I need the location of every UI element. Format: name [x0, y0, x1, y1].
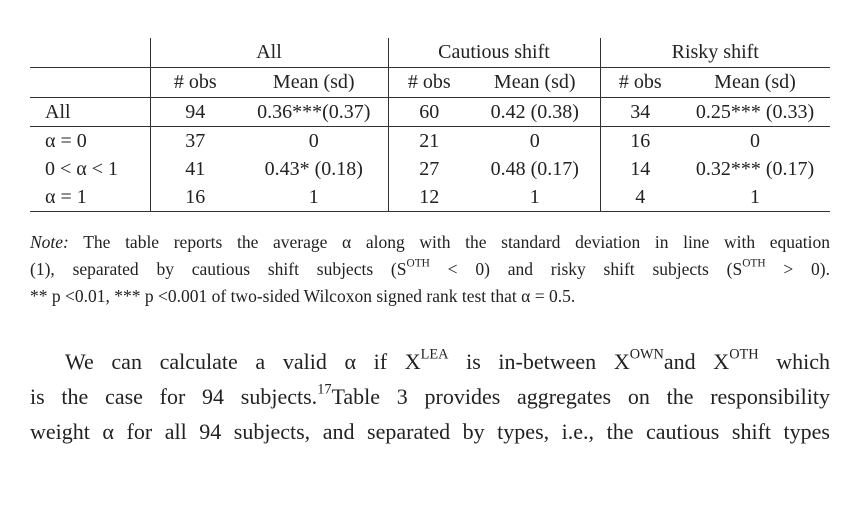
text-line: We can calculate a valid α if XLEA is in…	[30, 344, 830, 379]
column-header: # obs	[599, 67, 680, 98]
table-cell: 0	[529, 129, 540, 152]
table-cell: 0.43* (0.18)	[264, 157, 363, 180]
superscript: OTH	[406, 257, 430, 270]
table-cell: 1	[240, 183, 388, 212]
table-cell: 12	[387, 183, 470, 212]
table-cell: 94	[149, 97, 240, 127]
note-label: Note:	[30, 232, 69, 252]
superscript: OTH	[729, 346, 759, 363]
text-run: weight α for all 94 subjects, and separa…	[30, 419, 830, 444]
table-cell: 16	[149, 183, 240, 212]
body-paragraph: We can calculate a valid α if XLEA is in…	[30, 344, 830, 449]
table-row: α = 0 37 0 21 0 16 0	[30, 126, 830, 155]
table-cell: 0	[308, 129, 319, 152]
table-cell: 0.32*** (0.17)	[695, 157, 815, 180]
table-body: All Cautious shift Risky shift # obs Mean (s…	[30, 38, 830, 212]
text-run: > 0).	[765, 259, 830, 279]
table-cell: 21	[387, 126, 470, 155]
group-header-row: All Cautious shift Risky shift	[30, 38, 830, 68]
table-cell: 0.42 (0.38)	[470, 97, 600, 127]
text-run: is in-between X	[448, 349, 630, 374]
results-table: All Cautious shift Risky shift # obs Mean (s…	[30, 38, 830, 212]
column-header: Mean (sd)	[680, 67, 830, 98]
text-line: weight α for all 94 subjects, and separa…	[30, 414, 830, 449]
column-header: Mean (sd)	[240, 67, 388, 98]
text-run: ** p <0.01, *** p <0.001 of two-sided Wi…	[30, 286, 576, 306]
table-cell: 14	[599, 155, 680, 183]
table-cell: 34	[599, 97, 680, 127]
table-cell: 0.36***(0.37)	[240, 97, 388, 127]
table-cell: 0	[750, 129, 760, 152]
group-header: Risky shift	[599, 38, 830, 68]
table-row: 0 < α < 1 41 0.43* (0.18) 27 0.48 (0.17) 14 0.…	[30, 155, 830, 183]
table-cell: 16	[599, 126, 680, 155]
text-run: which	[758, 349, 830, 374]
empty-cell	[30, 38, 150, 68]
superscript: 17	[317, 381, 332, 398]
table-cell: 27	[387, 155, 470, 183]
table-cell: 0.25*** (0.33)	[680, 97, 830, 127]
column-header: Mean (sd)	[470, 67, 600, 98]
text-run: < 0) and risky shift subjects (S	[429, 259, 743, 279]
column-header: # obs	[387, 67, 470, 98]
superscript: OTH	[742, 257, 766, 270]
text-run: The table reports the average α along wi…	[68, 232, 830, 252]
table-cell: 60	[387, 97, 470, 127]
table-note: Note: The table reports the average α al…	[30, 229, 830, 310]
text-run: Table 3 provides aggregates on the respo…	[331, 384, 830, 409]
text-line: is the case for 94 subjects.17Table 3 pr…	[30, 379, 830, 414]
table-cell: 37	[149, 126, 240, 155]
empty-cell	[30, 67, 150, 98]
row-label: α = 0	[45, 129, 87, 152]
table-cell: 41	[149, 155, 240, 183]
text-run: (1), separated by cautious shift subject…	[30, 259, 407, 279]
group-header: Cautious shift	[387, 38, 600, 68]
table-row: All 94 0.36***(0.37) 60 0.42 (0.38) 34 0.25***…	[30, 97, 830, 127]
table-cell: 1	[470, 183, 600, 212]
group-header: All	[149, 38, 388, 68]
row-label: 0 < α < 1	[45, 157, 119, 180]
text-line: Note: The table reports the average α al…	[30, 229, 830, 256]
text-run: is the case for 94 subjects.	[30, 384, 318, 409]
superscript: OWN	[629, 346, 664, 363]
table-row: α = 1 16 1 12 1 4 1	[30, 183, 830, 212]
row-label: α = 1	[30, 183, 150, 212]
row-label: All	[30, 97, 150, 127]
text-line: ** p <0.01, *** p <0.001 of two-sided Wi…	[30, 283, 830, 310]
column-header: # obs	[149, 67, 240, 98]
table-cell: 4	[599, 183, 680, 212]
column-header-row: # obs Mean (sd) # obs Mean (sd) # obs Mean (s…	[30, 67, 830, 98]
text-run: We can calculate a valid α if X	[65, 349, 421, 374]
superscript: LEA	[420, 346, 449, 363]
table-cell: 0.48 (0.17)	[490, 157, 579, 180]
text-run: and X	[663, 349, 730, 374]
text-line: (1), separated by cautious shift subject…	[30, 256, 830, 283]
table-cell: 1	[680, 183, 830, 212]
